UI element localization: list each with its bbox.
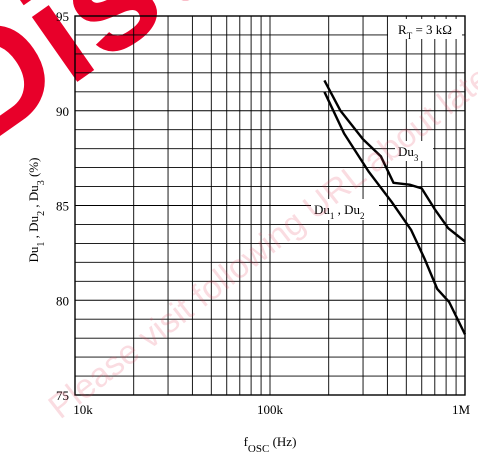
x-tick-label: 100k bbox=[257, 402, 284, 417]
x-tick-label: 1M bbox=[452, 402, 471, 417]
plot-frame bbox=[74, 15, 466, 396]
watermark-big-text: Disc bbox=[0, 0, 258, 176]
x-tick-label: 10k bbox=[73, 402, 93, 417]
condition-label: RT = 3 kΩ bbox=[398, 22, 452, 41]
annotation-du1-du2: Du1 , Du2 bbox=[314, 202, 365, 221]
y-tick-label: 75 bbox=[56, 388, 69, 403]
annotation-du3: Du3 bbox=[398, 144, 419, 163]
chart-series bbox=[323, 79, 467, 335]
chart-labels: 75 80 85 90 95 10k 100k 1M fOSC (Hz) Du1 , Du2 , … bbox=[26, 9, 470, 455]
annotation-du12-bg bbox=[311, 199, 379, 220]
condition-label-bg bbox=[388, 19, 462, 39]
y-tick-label: 80 bbox=[56, 293, 69, 308]
annotation-du3-bg bbox=[395, 141, 433, 161]
series-line-du1-du2 bbox=[323, 91, 467, 335]
x-axis-title: fOSC (Hz) bbox=[244, 434, 297, 455]
watermark-large: Disc bbox=[0, 0, 258, 176]
series-line-du3 bbox=[323, 79, 466, 243]
y-tick-label: 90 bbox=[56, 104, 69, 119]
y-tick-label: 85 bbox=[56, 199, 69, 214]
y-axis-title: Du1 , Du2 , Du3 (%) bbox=[26, 158, 47, 263]
y-tick-label: 95 bbox=[56, 9, 69, 24]
